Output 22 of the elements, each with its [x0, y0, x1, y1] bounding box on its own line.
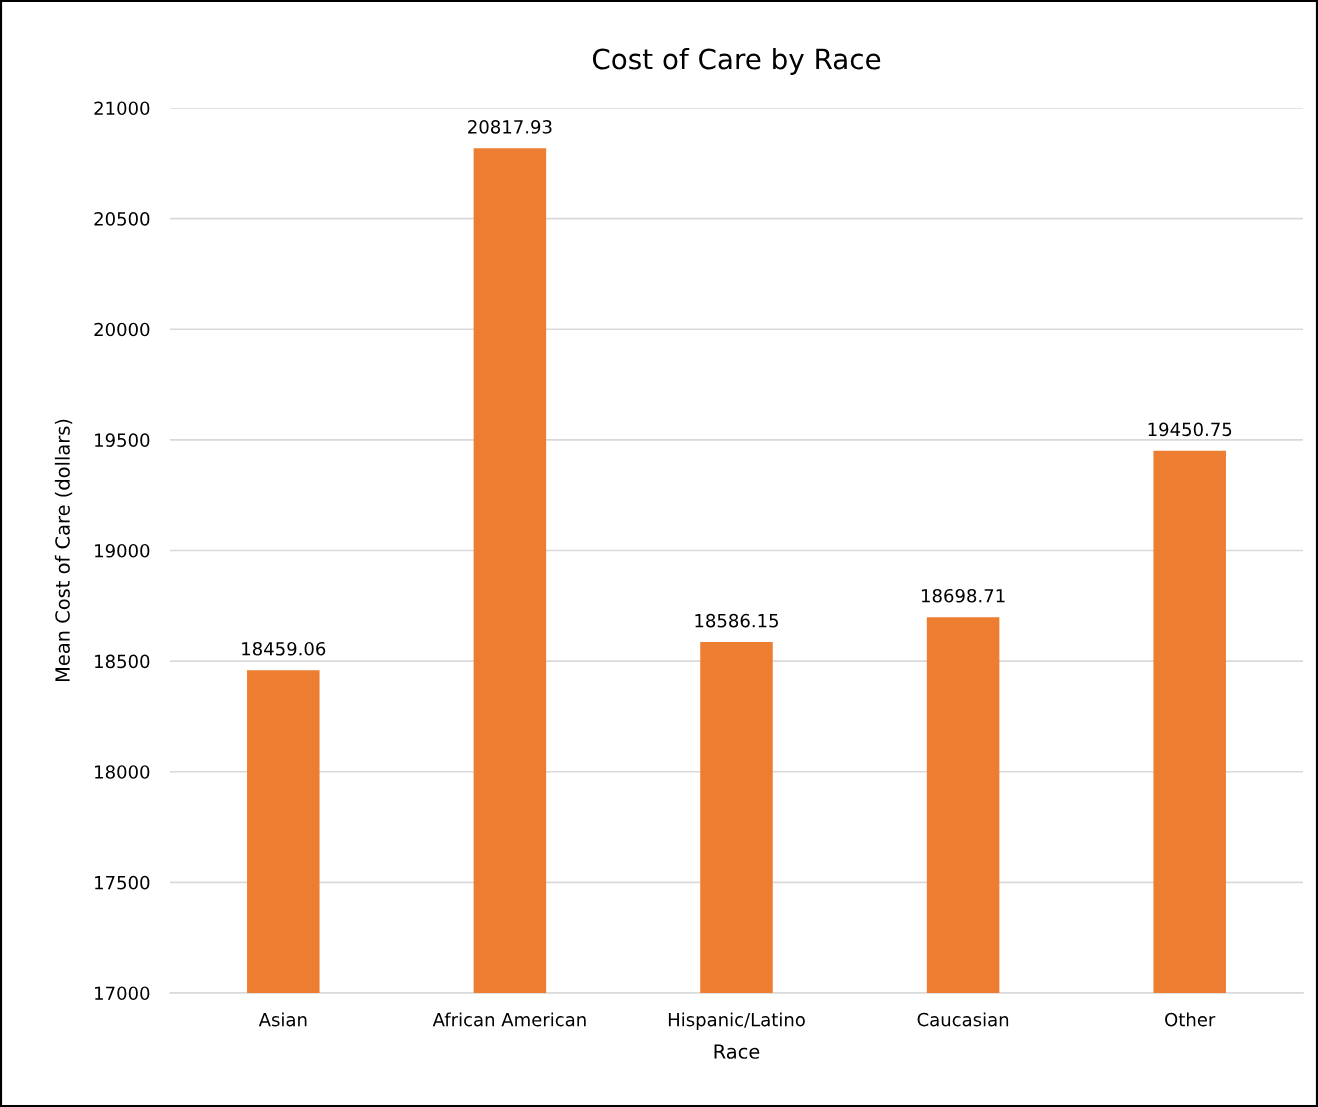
y-tick-label: 21000: [94, 101, 150, 116]
data-label: 18698.71: [922, 588, 1005, 603]
y-tick-label: 19000: [95, 543, 150, 558]
y-axis-title: Mean Cost of Care (dollars): [54, 419, 73, 682]
data-label: 19450.75: [1148, 422, 1232, 437]
x-tick-label: Hispanic/Latino: [668, 1012, 805, 1030]
y-tick-label: 17000: [95, 986, 150, 1001]
y-tick-label: 18500: [95, 654, 150, 669]
x-tick-label: Other: [1165, 1012, 1216, 1027]
data-label: 18459.06: [242, 641, 326, 656]
data-label: 20817.93: [468, 120, 552, 134]
chart-title: Cost of Care by Race: [592, 48, 881, 75]
y-tick-label: 20500: [94, 212, 150, 226]
y-tick-label: 20000: [94, 322, 150, 337]
x-tick-label: Asian: [258, 1012, 307, 1027]
data-label: 18586.15: [695, 613, 778, 628]
x-tick-label: Caucasian: [917, 1012, 1009, 1027]
y-tick-label: 18000: [95, 765, 150, 779]
x-axis-title: Race: [714, 1044, 760, 1059]
x-tick-label: African American: [432, 1012, 586, 1027]
y-tick-label: 19500: [95, 433, 150, 447]
y-tick-label: 17500: [95, 875, 150, 890]
